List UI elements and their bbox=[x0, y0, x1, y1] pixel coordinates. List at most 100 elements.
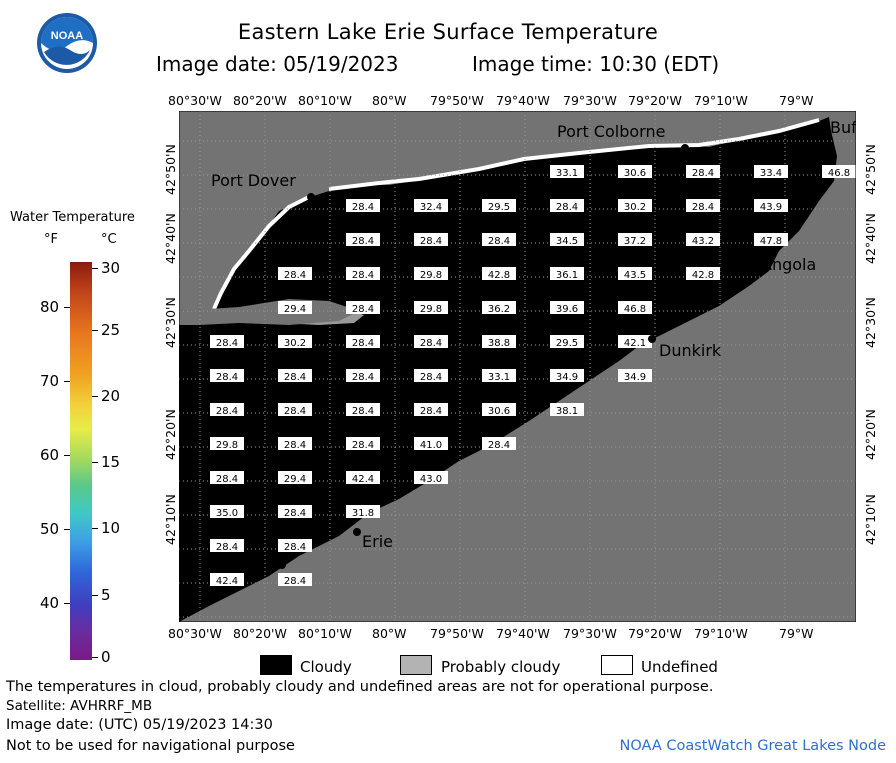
lake-map: 33.1 30.6 28.4 33.4 46.8 28.4 32.4 29.5 28.4 30.2… bbox=[178, 110, 857, 623]
dunkirk-marker bbox=[648, 335, 656, 343]
temp-label: 33.1 bbox=[488, 372, 510, 383]
temp-label-bg bbox=[618, 165, 652, 178]
bottom-lon-label: 79°50'W bbox=[430, 626, 484, 641]
f-tick-label: 40 bbox=[40, 594, 60, 612]
temp-label: 29.5 bbox=[556, 338, 578, 349]
bottom-lon-label: 80°20'W bbox=[233, 626, 287, 641]
c-tick-label: 30 bbox=[101, 259, 121, 277]
temp-label: 42.1 bbox=[624, 338, 646, 349]
temp-label-bg bbox=[618, 233, 652, 246]
temp-label-bg bbox=[210, 369, 244, 382]
c-tick-label: 15 bbox=[101, 453, 121, 471]
temp-label-bg bbox=[414, 471, 448, 484]
temp-label: 28.4 bbox=[352, 236, 374, 247]
f-tick-mark bbox=[64, 307, 70, 308]
c-tick-label: 0 bbox=[101, 648, 111, 666]
temp-label: 42.4 bbox=[216, 576, 238, 587]
f-tick-mark bbox=[64, 529, 70, 530]
temp-label: 43.0 bbox=[420, 474, 442, 485]
temp-label-bg bbox=[618, 369, 652, 382]
temp-label-bg bbox=[482, 199, 516, 212]
legend-undefined-label: Undefined bbox=[641, 658, 718, 676]
temp-label-bg bbox=[210, 403, 244, 416]
noaa-logo-text: NOAA bbox=[51, 30, 83, 42]
unit-c: °C bbox=[101, 232, 117, 247]
temp-label: 28.4 bbox=[284, 270, 306, 281]
temp-label-bg bbox=[482, 437, 516, 450]
note-utc-date: Image date: (UTC) 05/19/2023 14:30 bbox=[6, 717, 273, 733]
temp-label-bg bbox=[686, 165, 720, 178]
temp-label-bg bbox=[346, 505, 380, 518]
temp-label: 28.4 bbox=[692, 168, 714, 179]
temp-label: 28.4 bbox=[420, 372, 442, 383]
temp-label: 28.4 bbox=[488, 440, 510, 451]
temp-label: 36.1 bbox=[556, 270, 578, 281]
c-tick-label: 5 bbox=[101, 586, 111, 604]
temp-label: 43.2 bbox=[692, 236, 714, 247]
temp-label: 29.8 bbox=[420, 270, 442, 281]
temp-label-bg bbox=[414, 301, 448, 314]
bottom-lon-label: 79°W bbox=[779, 626, 814, 641]
temp-label-bg bbox=[278, 471, 312, 484]
label-port-colborne: Port Colborne bbox=[557, 122, 665, 141]
f-tick-label: 80 bbox=[40, 298, 60, 316]
right-lat-label: 42°30'N bbox=[863, 297, 878, 348]
temp-label: 47.8 bbox=[760, 236, 782, 247]
note-operational: The temperatures in cloud, probably clou… bbox=[6, 679, 714, 695]
temp-label: 36.2 bbox=[488, 304, 510, 315]
temp-label-bg bbox=[346, 471, 380, 484]
label-angola: Angola bbox=[761, 255, 816, 274]
legend-undefined-swatch bbox=[601, 655, 633, 675]
temp-label: 35.0 bbox=[216, 508, 238, 519]
temp-label-bg bbox=[550, 199, 584, 212]
left-lat-label: 42°20'N bbox=[163, 409, 178, 460]
left-lat-label: 42°30'N bbox=[163, 297, 178, 348]
f-tick-mark bbox=[64, 603, 70, 604]
temp-label: 28.4 bbox=[284, 508, 306, 519]
label-port-dover: Port Dover bbox=[211, 171, 296, 190]
temp-label-bg bbox=[346, 199, 380, 212]
temp-label-bg bbox=[550, 233, 584, 246]
temp-label-bg bbox=[278, 369, 312, 382]
top-lon-label: 80°10'W bbox=[298, 93, 352, 108]
bottom-lon-label: 79°20'W bbox=[628, 626, 682, 641]
temp-label: 33.1 bbox=[556, 168, 578, 179]
top-lon-label: 79°40'W bbox=[496, 93, 550, 108]
left-lat-label: 42°40'N bbox=[163, 213, 178, 264]
bottom-lon-label: 80°W bbox=[372, 626, 407, 641]
temp-label-bg bbox=[346, 403, 380, 416]
temp-label: 32.4 bbox=[420, 202, 442, 213]
temp-label: 30.2 bbox=[284, 338, 306, 349]
temp-label-bg bbox=[822, 165, 856, 178]
note-navigation: Not to be used for navigational purpose bbox=[6, 738, 295, 754]
temp-label: 38.1 bbox=[556, 406, 578, 417]
temp-label: 33.4 bbox=[760, 168, 782, 179]
note-satellite: Satellite: AVHRRF_MB bbox=[6, 698, 153, 714]
temp-label: 28.4 bbox=[216, 406, 238, 417]
legend-prob-cloudy-swatch bbox=[400, 655, 432, 675]
unit-f: °F bbox=[44, 232, 58, 247]
port-colborne-marker bbox=[681, 144, 689, 152]
temp-label: 42.4 bbox=[352, 474, 374, 485]
temp-label-bg bbox=[550, 301, 584, 314]
temp-label: 28.4 bbox=[352, 270, 374, 281]
temp-label-bg bbox=[754, 233, 788, 246]
temp-label: 28.4 bbox=[352, 338, 374, 349]
f-tick-label: 50 bbox=[40, 520, 60, 538]
erie-west-marker bbox=[278, 561, 286, 569]
temp-label-bg bbox=[414, 267, 448, 280]
temp-label-bg bbox=[346, 437, 380, 450]
temp-label-bg bbox=[278, 267, 312, 280]
temp-label: 28.4 bbox=[488, 236, 510, 247]
top-lon-label: 79°50'W bbox=[430, 93, 484, 108]
c-tick-mark bbox=[92, 528, 98, 529]
temp-label: 42.8 bbox=[488, 270, 510, 281]
temp-label-bg bbox=[550, 267, 584, 280]
temp-label: 28.4 bbox=[556, 202, 578, 213]
temp-label: 28.4 bbox=[420, 338, 442, 349]
f-tick-label: 60 bbox=[40, 446, 60, 464]
f-tick-mark bbox=[64, 381, 70, 382]
temp-label-bg bbox=[210, 539, 244, 552]
top-lon-label: 80°20'W bbox=[233, 93, 287, 108]
temp-label: 34.9 bbox=[624, 372, 646, 383]
